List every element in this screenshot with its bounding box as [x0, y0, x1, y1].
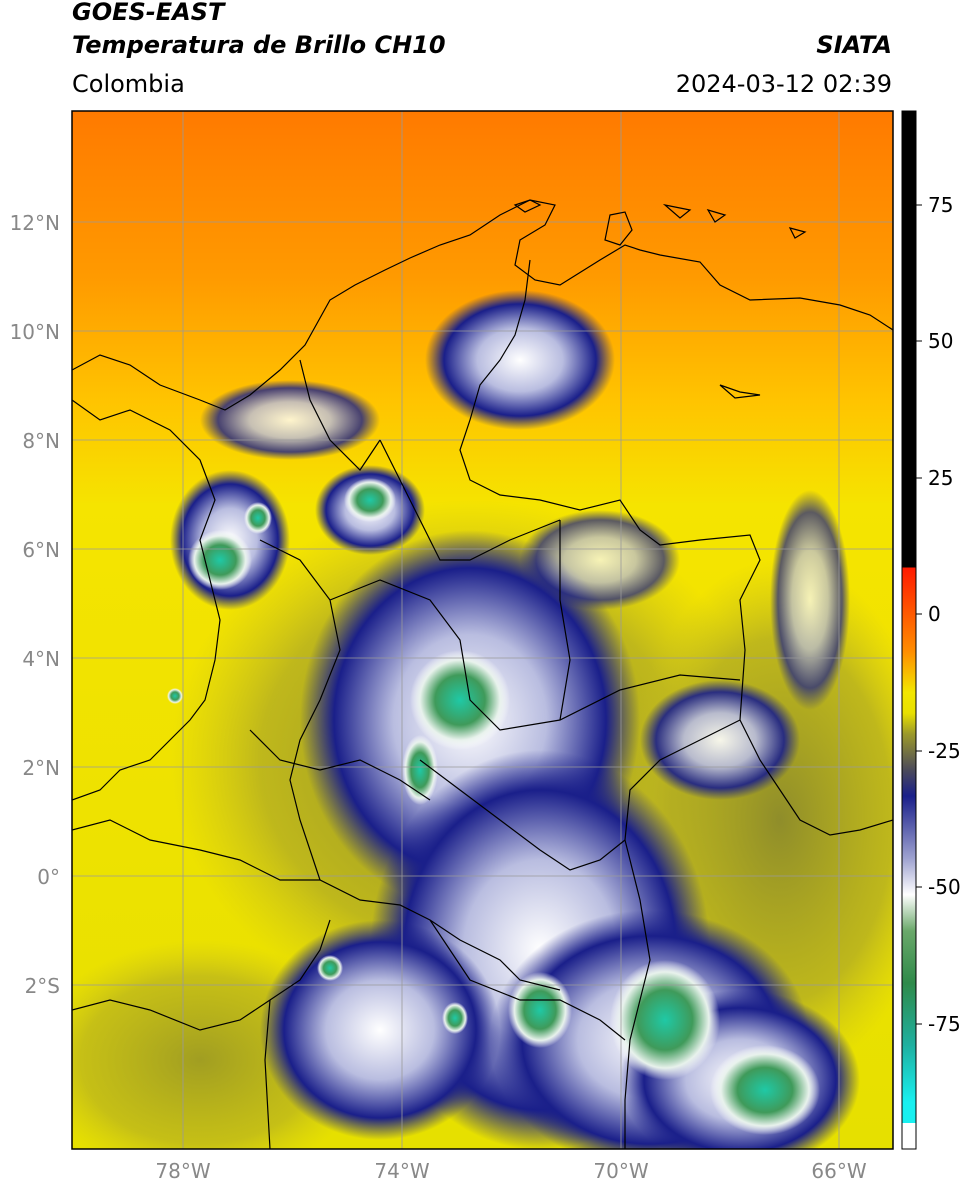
colorbar-tick: -50 [928, 875, 961, 899]
map-frame [71, 110, 894, 1150]
cloud-mass [260, 920, 500, 1140]
lon-label: 74°W [374, 1159, 429, 1183]
cold-core [410, 650, 510, 750]
lat-label: 10°N [10, 320, 60, 344]
lat-label: 4°N [22, 647, 60, 671]
lon-label: 70°W [593, 1159, 648, 1183]
region-label: Colombia [72, 70, 185, 98]
cold-core [188, 530, 252, 590]
cloud-mass [520, 510, 680, 610]
lon-labels: 78°W 74°W 70°W 66°W [155, 1159, 866, 1183]
cloud-mass [640, 680, 800, 800]
colorbar-tick: -75 [928, 1012, 961, 1036]
datetime-label: 2024-03-12 02:39 [675, 70, 892, 98]
cold-core [508, 972, 572, 1048]
cold-core [442, 1002, 468, 1034]
colorbar-tick: 0 [928, 602, 941, 626]
lon-label: 78°W [155, 1159, 210, 1183]
product-title: Temperatura de Brillo CH10 [72, 31, 446, 59]
lat-label: 6°N [22, 538, 60, 562]
lat-label: 2°N [22, 756, 60, 780]
map-area [72, 111, 893, 1149]
cold-core [710, 1045, 820, 1135]
lon-label: 66°W [811, 1159, 866, 1183]
cold-core [244, 502, 272, 534]
lat-label: 2°S [25, 974, 60, 998]
lat-labels: 12°N 10°N 8°N 6°N 4°N 2°N 0° 2°S [10, 211, 60, 998]
cloud-mass [425, 290, 615, 430]
graticule [72, 111, 893, 1149]
borders [72, 199, 893, 1149]
institution-label: SIATA [816, 31, 892, 59]
cold-core [167, 688, 183, 704]
lat-label: 8°N [22, 429, 60, 453]
cold-core [344, 478, 396, 522]
colorbar-tick: 25 [928, 466, 953, 490]
lat-label: 12°N [10, 211, 60, 235]
cold-core [610, 960, 720, 1080]
colorbar-tick: 50 [928, 329, 953, 353]
colorbar: 75 50 25 0 -25 -50 -75 [901, 110, 961, 1150]
lat-label: 0° [37, 865, 60, 889]
cloud-mass [770, 490, 850, 710]
colorbar-tick: 75 [928, 193, 953, 217]
cold-core [317, 955, 343, 981]
colorbar-tick: -25 [928, 739, 961, 763]
satellite-title: GOES-EAST [72, 0, 225, 26]
colorbar-scale [901, 110, 917, 1150]
cloud-mass [200, 380, 380, 460]
